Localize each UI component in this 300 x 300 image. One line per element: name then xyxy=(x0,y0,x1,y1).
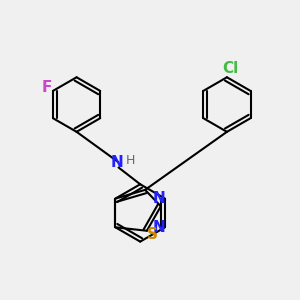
Text: S: S xyxy=(147,227,158,242)
Text: N: N xyxy=(152,220,165,235)
Text: Cl: Cl xyxy=(222,61,239,76)
Text: H: H xyxy=(126,154,136,167)
Text: N: N xyxy=(152,191,165,206)
Text: F: F xyxy=(41,80,52,95)
Text: N: N xyxy=(110,155,123,170)
